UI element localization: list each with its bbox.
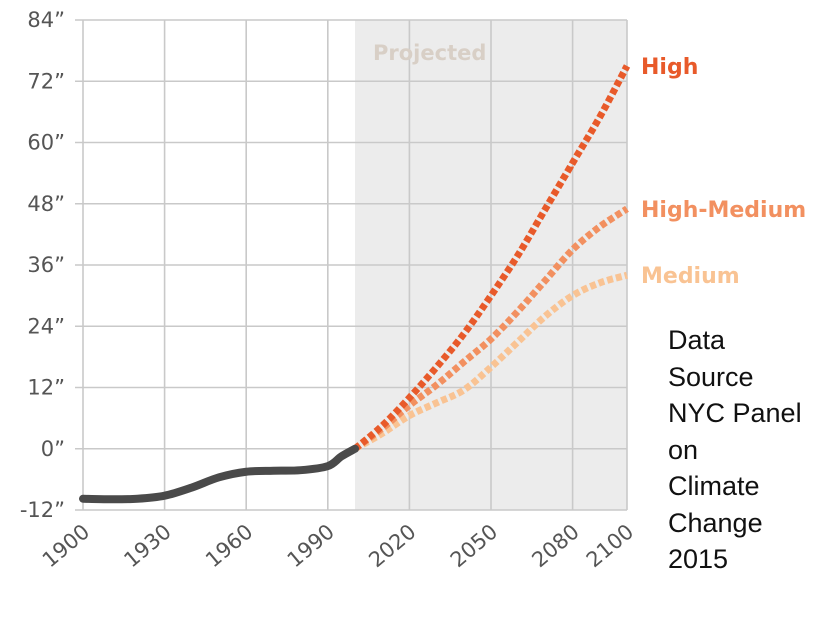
y-tick-label: 0” <box>41 437 65 461</box>
series-labels: High High-Medium Medium <box>641 55 806 289</box>
source-line: 2015 <box>668 544 729 574</box>
source-line: Climate <box>668 471 760 501</box>
y-tick-label: 48” <box>27 192 65 216</box>
y-tick-label: 24” <box>27 314 65 338</box>
y-tick-label: 84” <box>27 8 65 32</box>
y-tick-label: 72” <box>27 69 65 93</box>
x-tick-label: 1900 <box>38 519 94 572</box>
x-tick-label: 2050 <box>446 519 502 572</box>
series-line-observed <box>79 444 359 504</box>
series-label-high: High <box>641 55 698 80</box>
source-line: Source <box>668 361 754 392</box>
x-tick-label: 1960 <box>201 519 257 572</box>
y-tick-label: 60” <box>27 131 65 155</box>
x-tick-label: 2100 <box>582 519 638 572</box>
source-line: Data <box>668 325 726 355</box>
x-tick-label: 2080 <box>527 519 583 572</box>
y-tick-label: 36” <box>27 253 65 277</box>
data-source-note: Data Source NYC Panel on Climate Change … <box>668 322 818 578</box>
projected-label: Projected <box>373 41 486 65</box>
x-tick-label: 1990 <box>283 519 339 572</box>
source-line: on <box>668 434 699 465</box>
series-line-high <box>352 64 631 452</box>
x-tick-label: 2020 <box>364 519 420 572</box>
source-line: NYC Panel <box>668 398 802 428</box>
y-tick-label: -12” <box>20 498 65 522</box>
series-label-medium: Medium <box>641 264 740 289</box>
series-line-high-medium <box>352 205 629 452</box>
y-tick-label: 12” <box>27 376 65 400</box>
series-line-medium <box>353 271 628 452</box>
series-lines <box>79 64 631 504</box>
series-label-high-medium: High-Medium <box>641 198 806 223</box>
source-line: Change <box>668 507 763 538</box>
grid <box>75 19 628 511</box>
x-tick-label: 1930 <box>119 519 175 572</box>
y-axis-ticks: 84” 72” 60” 48” 36” 24” 12” 0” -12” <box>20 8 65 522</box>
